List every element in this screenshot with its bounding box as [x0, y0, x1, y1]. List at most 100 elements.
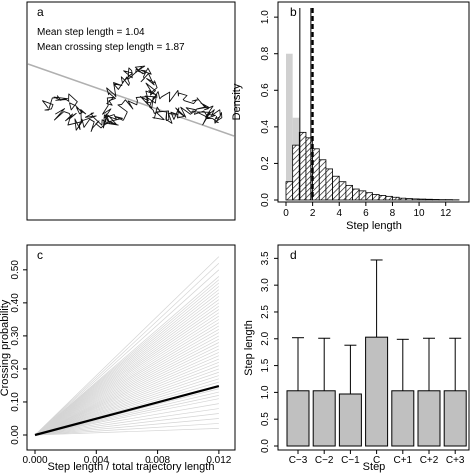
trajectory-group [27, 63, 235, 137]
background-line [34, 348, 220, 436]
x-tick-label: 8 [390, 208, 396, 219]
background-line [34, 276, 220, 436]
background-line [34, 345, 220, 436]
hatched-bar [398, 197, 407, 201]
bar-2 [338, 393, 362, 447]
background-line [34, 375, 219, 436]
background-line [34, 335, 220, 436]
crossing-line [27, 63, 235, 137]
background-line [34, 423, 219, 436]
bar-4 [391, 390, 415, 447]
panel-d-frame [277, 244, 470, 451]
panel-b: b Step length Density 0 2 4 6 8 10 12 0.0 0.2 0.4… [231, 1, 470, 232]
y-tick-label: 2.0 [260, 331, 271, 345]
panel-d-plot: C−3 C−2 C−1 C C+1 C+2 C+3 0.0 0.5 1.0 1.5 2.0 2.5 3.0… [260, 251, 467, 466]
panel-d-xlabel: Step [363, 461, 386, 473]
hatched-bar [425, 198, 433, 201]
x-tick-label: 0.004 [84, 455, 109, 466]
panel-a-annotation-1: Mean step length = 1.04 [37, 27, 145, 38]
background-line [34, 413, 219, 436]
panel-b-ylabel: Density [231, 83, 243, 120]
x-tick-label: C [373, 455, 380, 466]
y-tick-label: 0.4 [260, 119, 271, 133]
background-line [34, 282, 220, 436]
y-tick-label: 1.0 [260, 385, 271, 399]
background-line [34, 395, 219, 436]
hatched-bar [332, 175, 340, 201]
background-line [34, 325, 220, 436]
background-line [34, 295, 220, 436]
background-line [34, 312, 220, 436]
y-tick-label: 1.0 [260, 10, 271, 24]
panel-d-letter: d [290, 248, 297, 262]
y-tick-label: 0.8 [260, 46, 271, 60]
x-tick-label: 12 [440, 208, 452, 219]
panel-a-frame [26, 1, 236, 221]
y-tick-label: 0.0 [260, 439, 271, 453]
panel-d: d Step Step length C−3 C−2 C−1 C C+1 C+2 C+3 0.… [243, 244, 470, 473]
background-line [34, 309, 220, 436]
x-tick-label: C−2 [315, 455, 334, 466]
panel-b-plot: 0 2 4 6 8 10 12 0.0 0.2 0.4 0.6 0.8 1.0 [260, 8, 460, 219]
panel-b-letter: b [290, 5, 297, 19]
hatched-bar [412, 198, 420, 201]
x-tick-label: 0 [283, 208, 289, 219]
background-line [34, 358, 220, 436]
hatched-bar [405, 198, 413, 201]
bold-line [34, 385, 220, 437]
panel-a-annotation-2: Mean crossing step length = 1.87 [37, 42, 185, 53]
panel-c-xlabel: Step length / total trajectory length [48, 461, 215, 473]
bar-1 [312, 390, 336, 447]
background-line [34, 378, 219, 436]
panel-a: a Mean step length = 1.04 Mean crossing … [26, 1, 236, 221]
x-tick-label: 4 [336, 208, 342, 219]
y-tick-label: 0.0 [260, 193, 271, 207]
panel-a-letter: a [37, 5, 44, 19]
panel-c-plot: 0.000 0.004 0.008 0.012 0.00 0.10 0.20 0.30 0.40… [10, 256, 232, 466]
background-line [34, 322, 220, 436]
y-tick-label: 0.40 [10, 293, 21, 313]
background-line [34, 398, 219, 436]
hatched-bar [285, 181, 294, 201]
y-tick-label: 3.5 [260, 251, 271, 265]
x-tick-label: C−3 [289, 455, 308, 466]
hatched-bar [392, 196, 400, 201]
y-tick-label: 0.6 [260, 83, 271, 97]
background-line [34, 256, 220, 436]
x-tick-label: C+3 [446, 455, 465, 466]
background-line [34, 428, 219, 436]
background-line [34, 302, 220, 436]
background-line [34, 342, 220, 436]
y-tick-label: 1.5 [260, 358, 271, 372]
background-line [34, 328, 220, 436]
hatched-bar [358, 190, 367, 201]
x-tick-label: C−1 [341, 455, 360, 466]
panel-b-xlabel: Step length [346, 220, 402, 232]
y-tick-label: 0.5 [260, 412, 271, 426]
background-line [34, 365, 219, 436]
background-line [34, 355, 220, 436]
panel-c-letter: c [37, 248, 43, 262]
background-line [34, 338, 220, 436]
gray-bar [286, 53, 293, 200]
hatched-bar [318, 159, 327, 201]
y-tick-label: 0.10 [10, 392, 21, 412]
hatched-bar [372, 194, 380, 201]
x-tick-label: C+1 [393, 455, 412, 466]
background-line [34, 352, 220, 436]
bar-6 [443, 390, 467, 447]
panel-c-frame [26, 244, 236, 451]
background-line [34, 403, 219, 436]
y-tick-label: 2.5 [260, 305, 271, 319]
x-tick-label: 6 [363, 208, 369, 219]
panel-c-ylabel: Crossing probability [0, 299, 11, 396]
hatched-bar [338, 181, 347, 201]
background-line [34, 292, 220, 436]
background-line [34, 361, 219, 436]
hatched-bar [378, 195, 387, 201]
hatched-bar [431, 199, 440, 201]
background-line [34, 332, 220, 436]
y-tick-label: 0.30 [10, 326, 21, 346]
background-line [34, 269, 220, 436]
